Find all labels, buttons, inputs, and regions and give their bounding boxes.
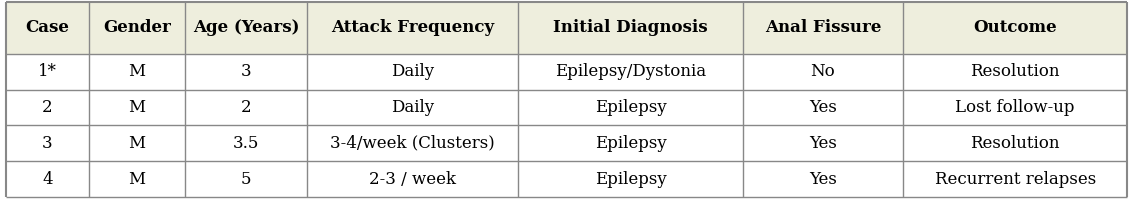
Text: Daily: Daily [391, 63, 434, 80]
Text: M: M [128, 63, 146, 80]
Text: M: M [128, 171, 146, 188]
Text: 2-3 / week: 2-3 / week [369, 171, 457, 188]
Text: Yes: Yes [809, 135, 837, 152]
Text: Lost follow-up: Lost follow-up [955, 99, 1075, 116]
Text: Epilepsy: Epilepsy [595, 135, 666, 152]
Text: Epilepsy: Epilepsy [595, 171, 666, 188]
Text: Outcome: Outcome [973, 19, 1057, 36]
Bar [6, 2, 1127, 54]
Text: Case: Case [25, 19, 69, 36]
Text: 4: 4 [42, 171, 52, 188]
Bar [6, 54, 1127, 90]
Text: M: M [128, 135, 146, 152]
Text: Gender: Gender [103, 19, 171, 36]
Text: Epilepsy/Dystonia: Epilepsy/Dystonia [555, 63, 706, 80]
Text: 2: 2 [42, 99, 52, 116]
Text: Anal Fissure: Anal Fissure [765, 19, 881, 36]
Text: 3: 3 [42, 135, 52, 152]
Bar [6, 161, 1127, 197]
Text: Daily: Daily [391, 99, 434, 116]
Text: Yes: Yes [809, 171, 837, 188]
Text: Initial Diagnosis: Initial Diagnosis [553, 19, 708, 36]
Text: Yes: Yes [809, 99, 837, 116]
Text: Recurrent relapses: Recurrent relapses [935, 171, 1096, 188]
Text: 3-4/week (Clusters): 3-4/week (Clusters) [331, 135, 495, 152]
Text: No: No [810, 63, 835, 80]
Text: Attack Frequency: Attack Frequency [331, 19, 494, 36]
Text: Epilepsy: Epilepsy [595, 99, 666, 116]
Bar [6, 90, 1127, 125]
Text: 5: 5 [241, 171, 252, 188]
Text: Age (Years): Age (Years) [193, 19, 299, 36]
Text: 2: 2 [240, 99, 252, 116]
Text: 3: 3 [240, 63, 252, 80]
Text: 3.5: 3.5 [233, 135, 259, 152]
Text: M: M [128, 99, 146, 116]
Text: Resolution: Resolution [971, 63, 1059, 80]
Text: 1*: 1* [37, 63, 57, 80]
Text: Resolution: Resolution [971, 135, 1059, 152]
Bar [6, 125, 1127, 161]
